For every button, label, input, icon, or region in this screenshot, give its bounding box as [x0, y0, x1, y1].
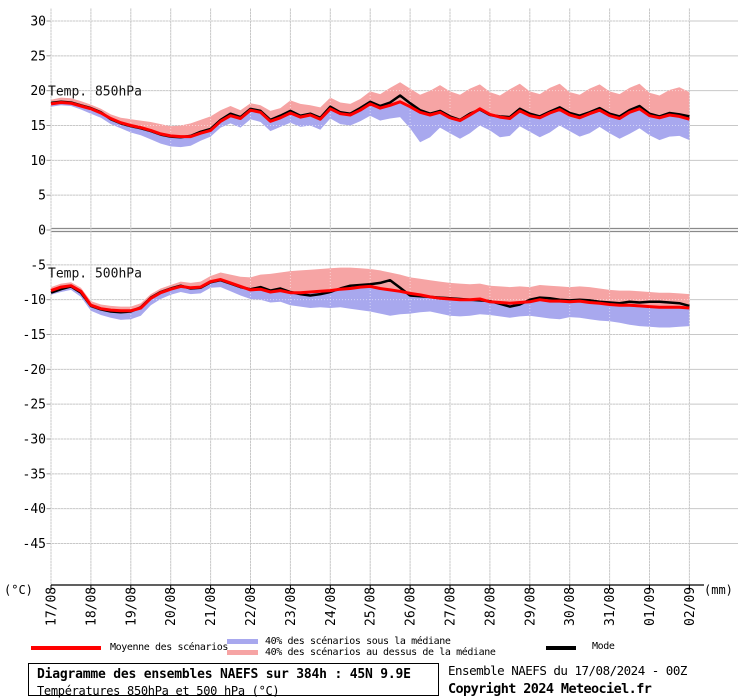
- x-date-label: 21/08: [204, 587, 219, 626]
- x-date-label: 27/08: [444, 587, 459, 626]
- band-below-median-500: [51, 279, 690, 328]
- legend-mode-swatch: [546, 646, 576, 650]
- x-date-label: 31/08: [603, 587, 618, 626]
- x-date-label: 29/08: [523, 587, 538, 626]
- x-date-label: 25/08: [364, 587, 379, 626]
- y-tick-label: 30: [30, 14, 46, 29]
- x-date-label: 18/08: [84, 587, 99, 626]
- legend-below-median-swatch: [227, 639, 258, 644]
- legend-mean-label: Moyenne des scénarios: [110, 642, 229, 653]
- copyright-notice: Copyright 2024 Meteociel.fr: [448, 681, 652, 697]
- ensemble-chart: 30 25 20 15 10 5 0 -5 -10 -15 -20 -25 -30 -35 -40 -45 Te…: [4, 8, 738, 626]
- y-tick-label: -25: [23, 398, 46, 413]
- y-tick-label: -40: [23, 502, 46, 517]
- x-date-label: 28/08: [483, 587, 498, 626]
- chart-title-box: Diagramme des ensembles NAEFS sur 384h :…: [28, 663, 439, 698]
- x-date-label: 02/09: [683, 587, 698, 626]
- x-date-label: 20/08: [164, 587, 179, 626]
- x-date-label: 23/08: [284, 587, 299, 626]
- x-date-label: 17/08: [45, 587, 60, 626]
- y-tick-label: -10: [23, 293, 46, 308]
- y-tick-label: 20: [30, 84, 46, 99]
- y-tick-label: 5: [38, 189, 46, 204]
- run-info: Ensemble NAEFS du 17/08/2024 - 00Z: [448, 663, 687, 678]
- x-date-label: 19/08: [124, 587, 139, 626]
- y-tick-label: 0: [38, 224, 46, 239]
- legend-mean-swatch: [31, 646, 101, 650]
- mean-line-500: [50, 278, 690, 313]
- y-tick-label: -15: [23, 328, 46, 343]
- band-below-median-850: [51, 101, 690, 148]
- y-tick-label: 10: [30, 154, 46, 169]
- chart-subtitle: Températures 850hPa et 500 hPa (°C): [37, 684, 280, 698]
- y-tick-label: -20: [23, 363, 46, 378]
- mean-line-850: [50, 100, 690, 139]
- x-date-label: 24/08: [324, 587, 339, 626]
- y-tick-label: 15: [30, 119, 46, 134]
- x-date-label: 26/08: [404, 587, 419, 626]
- chart-title: Diagramme des ensembles NAEFS sur 384h :…: [37, 667, 411, 682]
- legend-below-median-label: 40% des scénarios sous la médiane: [265, 636, 451, 647]
- legend-above-median-label: 40% des scénarios au dessus de la médian…: [265, 647, 496, 658]
- y-tick-label: -5: [30, 258, 46, 273]
- y-tick-label: -30: [23, 433, 46, 448]
- legend-mode-label: Mode: [592, 641, 615, 652]
- legend-above-median-swatch: [227, 650, 258, 655]
- y-tick-label: -35: [23, 467, 46, 482]
- unit-label-mm: (mm): [704, 583, 733, 597]
- y-tick-label: -45: [23, 537, 46, 552]
- series-label-500: Temp. 500hPa: [48, 267, 142, 282]
- y-tick-label: 25: [30, 49, 46, 64]
- x-date-label: 30/08: [563, 587, 578, 626]
- unit-label-celsius: (°C): [4, 583, 33, 597]
- x-date-label: 01/09: [643, 587, 658, 626]
- x-date-label: 22/08: [244, 587, 259, 626]
- series-label-850: Temp. 850hPa: [48, 85, 142, 100]
